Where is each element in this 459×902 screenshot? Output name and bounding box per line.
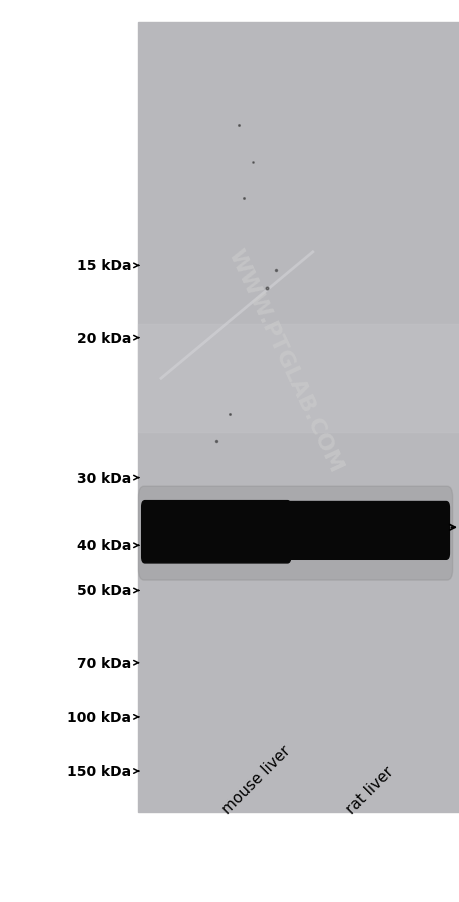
Text: mouse liver: mouse liver	[219, 742, 293, 816]
Bar	[138, 325, 459, 433]
Text: 150 kDa: 150 kDa	[67, 764, 131, 778]
Text: 15 kDa: 15 kDa	[77, 259, 131, 273]
FancyBboxPatch shape	[141, 502, 290, 563]
Text: 100 kDa: 100 kDa	[67, 710, 131, 724]
Text: 50 kDa: 50 kDa	[77, 584, 131, 598]
Bar	[138, 23, 459, 812]
Text: 40 kDa: 40 kDa	[77, 538, 131, 553]
Text: 20 kDa: 20 kDa	[77, 331, 131, 345]
Text: WWW.PTGLAB.COM: WWW.PTGLAB.COM	[224, 246, 345, 475]
FancyBboxPatch shape	[138, 487, 452, 581]
Text: rat liver: rat liver	[343, 763, 396, 816]
Text: 30 kDa: 30 kDa	[77, 471, 131, 485]
Text: 70 kDa: 70 kDa	[77, 656, 131, 670]
Bar	[283, 514, 291, 548]
FancyBboxPatch shape	[285, 502, 448, 559]
